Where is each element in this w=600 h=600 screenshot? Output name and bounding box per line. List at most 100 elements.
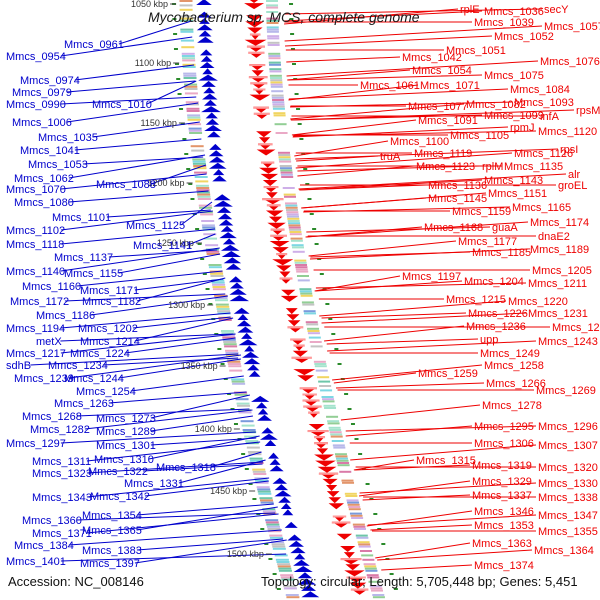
left-gene-label: Mmcs_1384 [14, 540, 74, 552]
reverse-gene-arrow [249, 94, 271, 101]
forward-gene-arrow [205, 112, 218, 119]
reverse-gene-highlight [307, 430, 329, 433]
cog-track-segment [327, 422, 340, 425]
right-gene-label: Mmcs_1243 [538, 336, 598, 348]
cog-track-segment [201, 220, 215, 222]
left-label-connector [150, 415, 253, 432]
reverse-gene-arrow [244, 3, 265, 10]
cog-track-segment [271, 541, 285, 544]
cog-track-segment [204, 237, 218, 240]
forward-gene-arrow [243, 358, 261, 365]
right-gene-label: Mmcs_1054 [412, 65, 472, 77]
cog-track-segment [208, 264, 222, 266]
forward-gene-arrow [229, 295, 250, 302]
forward-gene-arrow [196, 0, 212, 5]
right-gene-label: Mmcs_1071 [420, 80, 480, 92]
forward-gene-arrow [204, 125, 222, 131]
cog-track-segment [290, 237, 303, 240]
left-label-connector [60, 228, 216, 245]
cog-track-segment [364, 565, 377, 568]
right-label-connector [297, 165, 481, 172]
cog-track-segment [281, 176, 294, 178]
cog-track-segment [267, 44, 280, 46]
right-label-connector [327, 340, 537, 352]
left-label-connector [74, 64, 195, 81]
cog-track-segment [227, 363, 241, 365]
left-label-connector [102, 357, 239, 366]
cog-track-segment [186, 107, 200, 110]
cog-track-segment [304, 312, 317, 315]
right-gene-label: Mmcs_1329 [472, 476, 532, 488]
right-gene-label: Mmcs_1076 [540, 56, 600, 68]
right-label-connector [377, 549, 533, 561]
forward-gene-arrow [268, 452, 279, 459]
left-gene-label: Mmcs_0990 [6, 99, 66, 111]
cog-track-segment [260, 499, 274, 502]
reverse-gene-highlight [331, 521, 351, 524]
cog-track-segment [284, 202, 297, 205]
reverse-gene-arrow [326, 491, 340, 498]
left-gene-label: Mmcs_1214 [80, 336, 140, 348]
left-gene-label: Mmcs_1172 [10, 296, 69, 308]
right-gene-label: Mmcs_1061 [360, 80, 420, 92]
cog-track-segment [337, 462, 350, 464]
cog-track-segment [350, 514, 363, 517]
left-label-connector [86, 461, 264, 474]
reverse-gene-arrow [317, 466, 337, 473]
right-gene-label: Mmcs_1205 [532, 265, 592, 277]
cog-track-segment [272, 107, 285, 110]
left-gene-label: Mmcs_1101 [52, 212, 111, 224]
forward-gene-arrow [220, 244, 240, 251]
cog-track-segment [286, 211, 299, 214]
forward-gene-arrow [201, 106, 221, 113]
left-label-connector [84, 409, 253, 430]
left-gene-label: Mmcs_0979 [12, 87, 72, 99]
left-label-connector [178, 459, 266, 484]
cog-track-segment [195, 184, 209, 187]
forward-gene-arrow [297, 578, 317, 585]
left-gene-label: Mmcs_1310 [94, 454, 154, 466]
left-label-connector [60, 247, 220, 272]
cog-track-segment [310, 345, 323, 348]
right-label-connector [288, 88, 509, 100]
cog-track-segment [181, 46, 195, 49]
right-gene-label: Mmcs_1136 [428, 180, 487, 192]
cog-track-segment [333, 446, 346, 449]
cog-track-segment [334, 453, 347, 456]
cog-track-segment [183, 74, 197, 77]
right-label-connector [284, 25, 543, 42]
cog-track-segment [364, 567, 377, 570]
reverse-gene-highlight [346, 576, 366, 579]
cog-track-segment [347, 501, 360, 504]
right-label-connector [301, 197, 427, 209]
cog-track-segment [323, 404, 336, 407]
right-label-connector [335, 382, 485, 389]
right-gene-label: Mmcs_1151 [488, 188, 547, 200]
cog-track-segment [210, 275, 224, 277]
forward-gene-arrow [216, 206, 232, 213]
reverse-gene-arrow [269, 241, 290, 247]
left-label-connector [146, 80, 197, 105]
cog-track-segment [223, 341, 237, 343]
left-gene-label: Mmcs_1239 [14, 373, 74, 385]
right-gene-label: dnaE2 [538, 231, 570, 243]
right-gene-label: Mmcs_1039 [474, 17, 534, 29]
left-label-connector [60, 96, 197, 105]
forward-gene-arrow [197, 11, 212, 18]
right-label-connector [297, 165, 415, 177]
right-label-connector [333, 372, 417, 384]
cog-track-segment [294, 261, 307, 264]
left-gene-label: Mmcs_1186 [36, 310, 95, 322]
cog-track-segment [271, 543, 285, 546]
right-gene-label: Mmcs_1355 [538, 526, 598, 538]
cog-track-segment [185, 103, 199, 106]
right-gene-label: Mmcs_1159 [452, 206, 511, 218]
left-label-connector [150, 394, 250, 419]
cog-track-segment [372, 594, 385, 596]
left-gene-label: Mmcs_1234 [48, 360, 108, 372]
right-gene-label: Mmcs_1189 [530, 244, 589, 256]
cog-track-segment [266, 11, 279, 13]
left-gene-label: Mmcs_1140 [6, 266, 65, 278]
cog-track-segment [363, 563, 376, 566]
cog-track-segment [225, 354, 239, 357]
